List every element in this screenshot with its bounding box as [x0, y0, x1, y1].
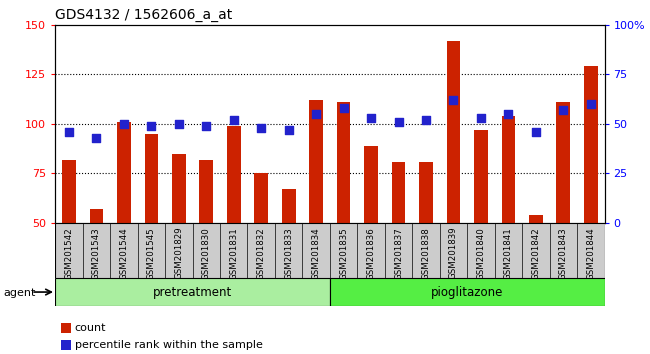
Bar [556, 102, 570, 223]
Bar [61, 340, 71, 350]
Point [421, 117, 431, 123]
Text: GSM201542: GSM201542 [64, 227, 73, 280]
Bar [200, 160, 213, 223]
Point [393, 119, 404, 125]
Text: GSM201832: GSM201832 [257, 227, 266, 280]
Text: pioglitazone: pioglitazone [431, 286, 503, 298]
Text: GSM201543: GSM201543 [92, 227, 101, 280]
Point [311, 111, 321, 117]
Text: GSM201835: GSM201835 [339, 227, 348, 280]
Text: percentile rank within the sample: percentile rank within the sample [75, 340, 263, 350]
Text: pretreatment: pretreatment [153, 286, 232, 298]
Bar [62, 160, 76, 223]
Point [146, 123, 157, 129]
Text: GSM201843: GSM201843 [559, 227, 568, 280]
Bar [584, 67, 597, 223]
Bar [447, 41, 460, 223]
Bar [144, 134, 158, 223]
Bar [227, 126, 240, 223]
Text: GSM201841: GSM201841 [504, 227, 513, 280]
Text: agent: agent [3, 288, 36, 298]
Bar [474, 130, 488, 223]
Point [256, 125, 266, 131]
Bar [61, 323, 71, 333]
Bar [529, 215, 543, 223]
Bar [364, 146, 378, 223]
Text: GSM201842: GSM201842 [531, 227, 540, 280]
Text: GSM201829: GSM201829 [174, 227, 183, 280]
Bar [117, 122, 131, 223]
Text: GSM201840: GSM201840 [476, 227, 486, 280]
Point [91, 135, 101, 141]
Point [586, 101, 596, 107]
Point [366, 115, 376, 121]
Point [119, 121, 129, 127]
Text: GDS4132 / 1562606_a_at: GDS4132 / 1562606_a_at [55, 8, 233, 22]
Point [283, 127, 294, 133]
Point [229, 117, 239, 123]
Text: GSM201833: GSM201833 [284, 227, 293, 280]
Text: GSM201844: GSM201844 [586, 227, 595, 280]
Point [530, 129, 541, 135]
Text: GSM201839: GSM201839 [449, 227, 458, 280]
Bar [309, 100, 323, 223]
Bar [337, 102, 350, 223]
Bar [282, 189, 296, 223]
Text: GSM201830: GSM201830 [202, 227, 211, 280]
Bar [55, 278, 330, 306]
Text: GSM201838: GSM201838 [421, 227, 430, 280]
Point [201, 123, 211, 129]
Bar [419, 161, 433, 223]
Point [64, 129, 74, 135]
Bar [90, 209, 103, 223]
Bar [172, 154, 186, 223]
Bar [330, 278, 604, 306]
Point [558, 107, 569, 113]
Text: GSM201544: GSM201544 [120, 227, 129, 280]
Point [448, 97, 459, 103]
Text: GSM201834: GSM201834 [311, 227, 320, 280]
Point [476, 115, 486, 121]
Text: GSM201837: GSM201837 [394, 227, 403, 280]
Text: GSM201836: GSM201836 [367, 227, 376, 280]
Point [174, 121, 184, 127]
Bar [254, 173, 268, 223]
Text: GSM201831: GSM201831 [229, 227, 239, 280]
Text: GSM201545: GSM201545 [147, 227, 156, 280]
Bar [502, 116, 515, 223]
Point [503, 111, 514, 117]
Text: count: count [75, 323, 107, 333]
Point [339, 105, 349, 111]
Bar [392, 161, 406, 223]
